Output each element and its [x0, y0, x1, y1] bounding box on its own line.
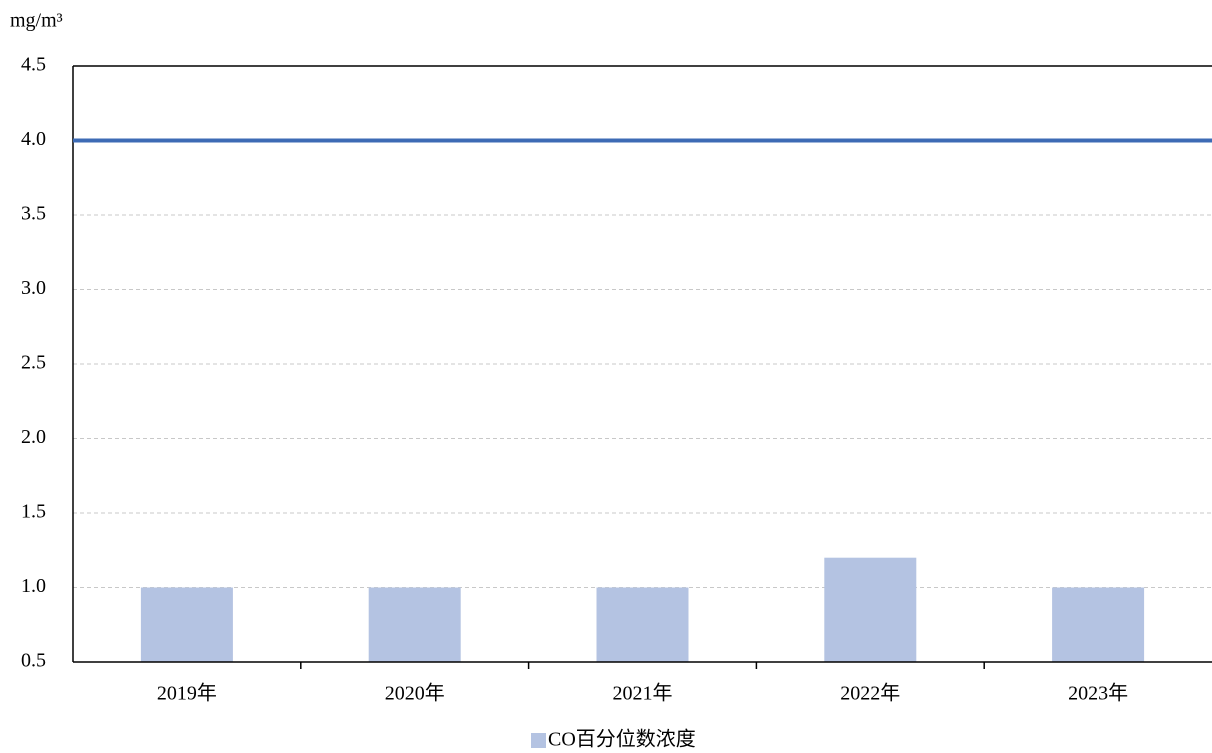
x-tick-label: 2020年 — [385, 682, 445, 705]
y-tick-label: 4.0 — [21, 128, 46, 150]
x-tick-label: 2019年 — [157, 682, 217, 705]
y-tick-label: 3.5 — [21, 203, 46, 225]
legend-label: CO百分位数浓度 — [548, 728, 696, 751]
bar — [824, 557, 917, 662]
legend-swatch — [531, 733, 546, 748]
y-tick-label: 2.0 — [21, 426, 46, 448]
x-tick-label: 2021年 — [613, 682, 673, 705]
y-unit: mg/m³ — [10, 10, 63, 32]
y-tick-label: 1.0 — [21, 575, 46, 597]
bar — [368, 587, 461, 662]
bar — [140, 587, 233, 662]
y-tick-label: 0.5 — [21, 650, 46, 672]
y-tick-label: 2.5 — [21, 352, 46, 374]
bar — [1052, 587, 1145, 662]
y-tick-label: 3.0 — [21, 277, 46, 299]
bar — [596, 587, 689, 662]
y-tick-label: 1.5 — [21, 501, 46, 523]
x-tick-label: 2023年 — [1068, 682, 1128, 705]
x-tick-label: 2022年 — [840, 682, 900, 705]
y-tick-label: 4.5 — [21, 54, 46, 76]
